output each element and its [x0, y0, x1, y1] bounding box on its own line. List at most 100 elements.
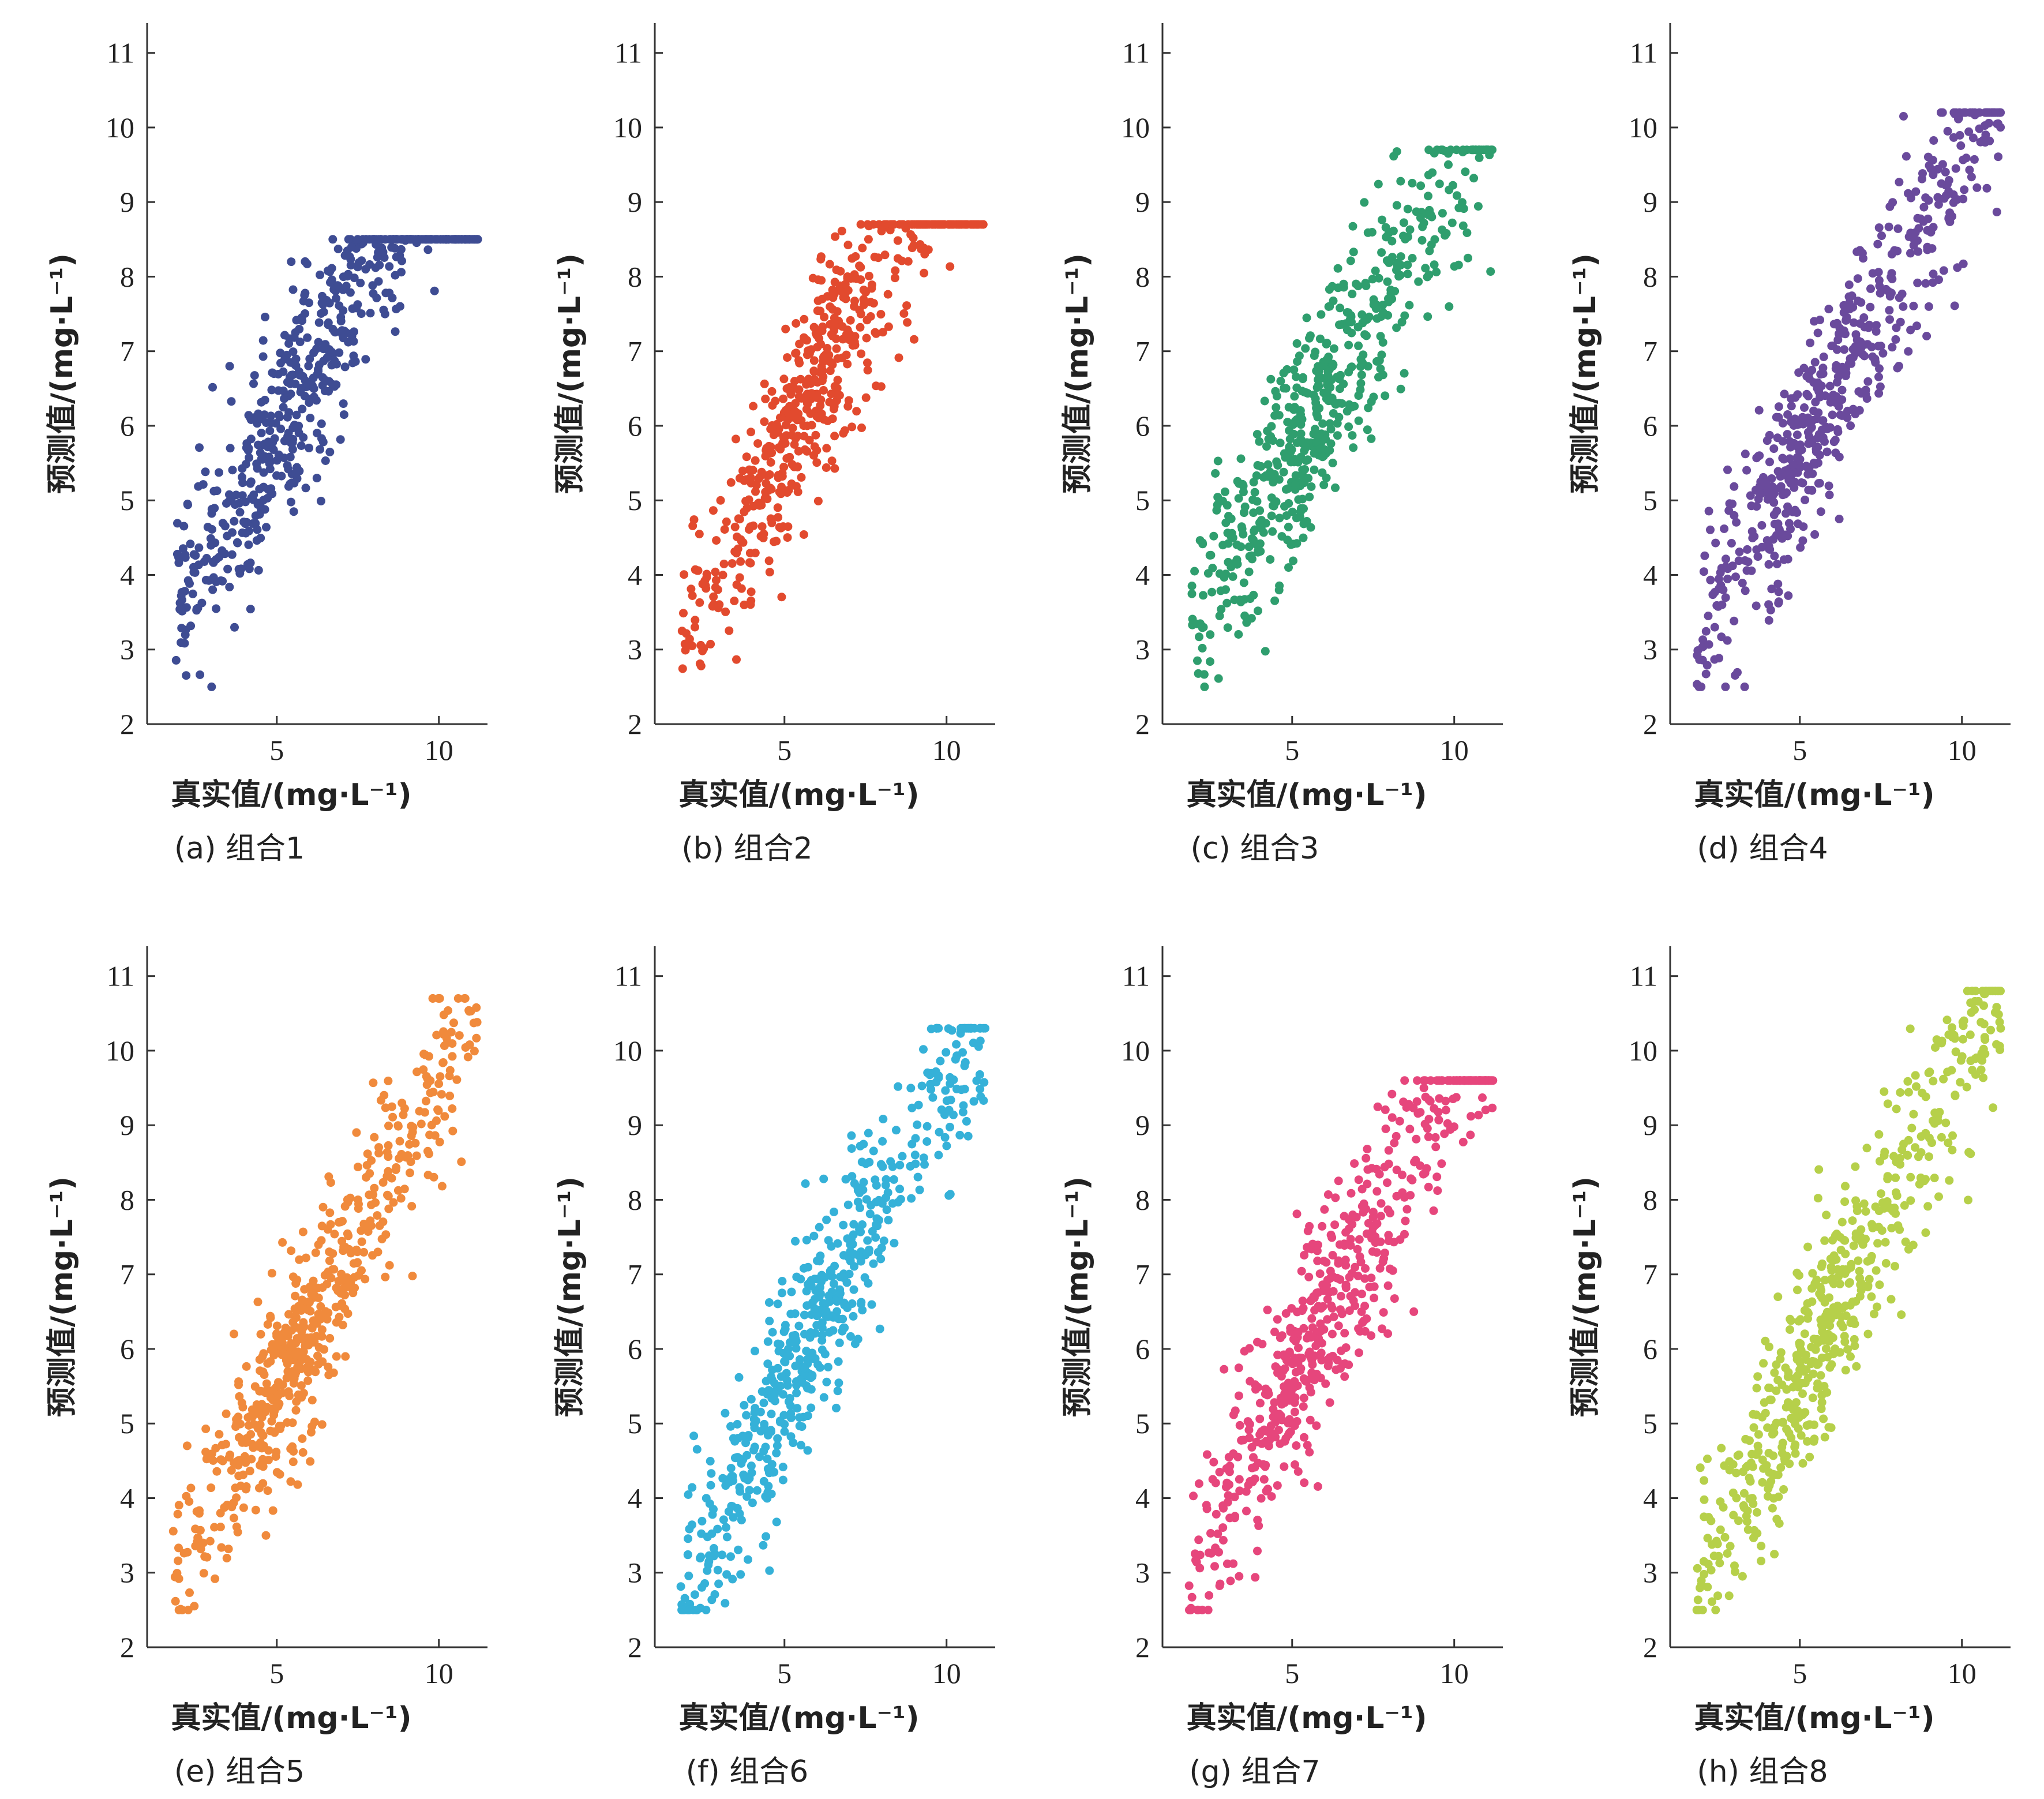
scatter-point [698, 646, 707, 655]
scatter-point [292, 474, 302, 483]
y-axis-label: 预测值/(mg·L⁻¹) [45, 253, 80, 494]
scatter-point [245, 1467, 254, 1475]
scatter-point [878, 328, 887, 337]
scatter-point [472, 1033, 481, 1043]
scatter-point [807, 1403, 816, 1412]
scatter-point [1275, 514, 1284, 523]
scatter-point [1923, 152, 1933, 162]
scatter-point [234, 1412, 243, 1422]
panel-caption: (f) 组合6 [686, 1755, 809, 1789]
scatter-point [1335, 320, 1344, 329]
scatter-point [1350, 1159, 1359, 1168]
scatter-point [794, 356, 803, 365]
scatter-point [809, 367, 819, 376]
scatter-point [1273, 1350, 1282, 1359]
scatter-point [264, 1386, 273, 1396]
scatter-point [887, 220, 897, 229]
scatter-point [383, 1190, 392, 1200]
scatter-point [774, 428, 782, 437]
scatter-point [384, 1076, 393, 1085]
scatter-point [309, 348, 318, 357]
scatter-point [765, 568, 774, 577]
scatter-point [353, 235, 362, 244]
scatter-point [1835, 1348, 1844, 1357]
scatter-point [309, 1316, 318, 1325]
scatter-point [396, 302, 404, 311]
scatter-point [802, 404, 811, 414]
scatter-point [1851, 1196, 1861, 1205]
y-axis-label: 预测值/(mg·L⁻¹) [553, 253, 587, 494]
scatter-point [1328, 1351, 1337, 1361]
scatter-point [257, 455, 266, 463]
scatter-point [1318, 452, 1327, 462]
scatter-point [344, 269, 353, 279]
scatter-point [1280, 1462, 1289, 1471]
scatter-point [230, 1329, 238, 1339]
scatter-point [233, 538, 242, 548]
scatter-point [336, 317, 346, 326]
scatter-point [1236, 542, 1246, 552]
scatter-point [1859, 340, 1869, 349]
scatter-point [1312, 1242, 1321, 1251]
y-tick-label: 10 [106, 111, 134, 144]
scatter-point [205, 1536, 215, 1546]
scatter-point [1803, 1437, 1812, 1446]
scatter-point [322, 1280, 332, 1288]
scatter-point [1731, 1567, 1739, 1576]
scatter-point [1782, 1425, 1791, 1434]
scatter-point [1701, 627, 1711, 636]
scatter-point [783, 1381, 792, 1390]
scatter-point [709, 1544, 718, 1553]
scatter-point [245, 1412, 254, 1421]
scatter-point [1722, 554, 1730, 564]
scatter-point [1982, 108, 1992, 117]
scatter-point [1743, 1525, 1753, 1534]
scatter-point [432, 1116, 441, 1125]
scatter-point [305, 443, 314, 452]
scatter-point [1852, 248, 1862, 256]
scatter-point [712, 536, 721, 545]
scatter-point [810, 1304, 819, 1313]
scatter-point [1213, 456, 1222, 466]
scatter-point [1819, 1414, 1828, 1423]
y-tick-label: 3 [628, 634, 642, 666]
scatter-point [227, 397, 236, 406]
scatter-point [1378, 215, 1386, 224]
scatter-point [827, 389, 836, 399]
scatter-point [1829, 1303, 1838, 1312]
scatter-point [1850, 1335, 1859, 1344]
scatter-point [435, 1137, 444, 1146]
scatter-point [1215, 612, 1224, 620]
scatter-point [828, 293, 838, 302]
x-axis-label: 真实值/(mg·L⁻¹) [171, 1701, 411, 1736]
scatter-point [1277, 1400, 1287, 1409]
scatter-point [1698, 635, 1708, 644]
scatter-point [316, 445, 324, 454]
scatter-point [1432, 268, 1441, 276]
scatter-point [802, 1301, 812, 1310]
scatter-point [1416, 181, 1426, 190]
scatter-point [1839, 1322, 1848, 1332]
scatter-point [706, 639, 715, 649]
scatter-point [321, 340, 330, 349]
scatter-point [461, 1043, 470, 1052]
scatter-point [220, 1503, 229, 1512]
scatter-point [823, 344, 832, 353]
scatter-point [1372, 1248, 1381, 1257]
scatter-point [853, 1183, 862, 1192]
scatter-point [1832, 1255, 1841, 1264]
scatter-point [1880, 1148, 1889, 1156]
scatter-point [1347, 1189, 1356, 1198]
scatter-point [304, 1297, 313, 1306]
scatter-point [751, 487, 760, 496]
scatter-point [247, 415, 256, 424]
scatter-point [1354, 341, 1363, 350]
scatter-point [1703, 1455, 1712, 1463]
scatter-point [290, 1350, 299, 1359]
scatter-point [1968, 133, 1978, 143]
scatter-point [822, 463, 831, 472]
scatter-point [357, 309, 366, 318]
scatter-point [1370, 1294, 1379, 1303]
scatter-point [747, 596, 756, 605]
scatter-point [1206, 657, 1214, 666]
